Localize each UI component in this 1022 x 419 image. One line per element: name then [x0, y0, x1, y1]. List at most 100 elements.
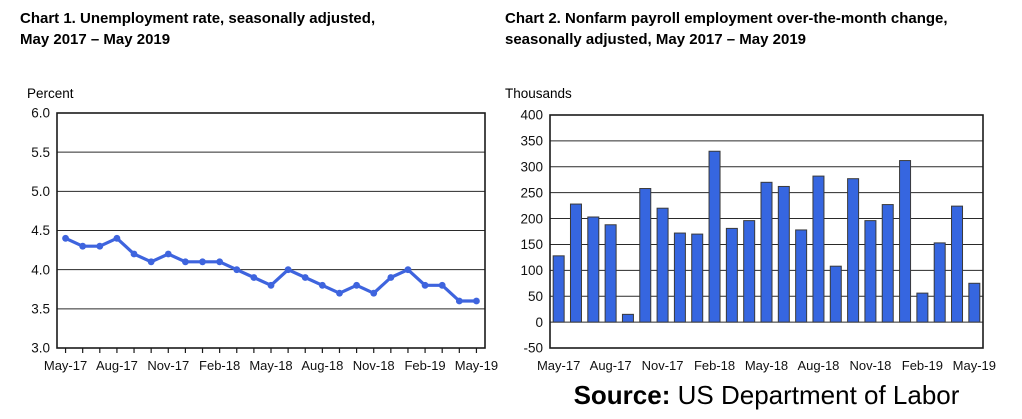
- chart2-title-line2: seasonally adjusted, May 2017 – May 2019: [505, 31, 807, 48]
- bar: [812, 175, 825, 323]
- x-tick-label: Aug-18: [797, 358, 839, 373]
- x-tick-label: May-17: [537, 358, 580, 373]
- bar: [933, 242, 946, 323]
- source-label: Source:: [573, 380, 671, 410]
- data-point: [113, 234, 121, 242]
- chart1-title-line2: May 2017 – May 2019: [20, 31, 171, 48]
- plot-border: [549, 114, 984, 349]
- bar: [656, 207, 669, 323]
- x-tick-label: Feb-18: [694, 358, 735, 373]
- bar: [604, 224, 617, 323]
- x-tick-label: Nov-18: [849, 358, 891, 373]
- y-tick-label: 100: [520, 263, 543, 278]
- y-tick-label: 400: [520, 108, 543, 123]
- y-tick-label: 4.5: [31, 223, 50, 238]
- x-tick-label: May-19: [455, 358, 498, 373]
- x-tick-label: Aug-17: [590, 358, 632, 373]
- data-point: [62, 234, 69, 242]
- y-tick-label: 3.0: [31, 341, 50, 356]
- x-tick-label: Nov-18: [353, 358, 395, 373]
- x-tick-label: Feb-18: [199, 358, 240, 373]
- data-point: [199, 258, 206, 266]
- data-point: [387, 274, 395, 281]
- y-tick-label: 4.0: [31, 262, 50, 277]
- y-tick-label: 50: [528, 289, 543, 304]
- data-point: [421, 281, 429, 289]
- bar: [847, 178, 860, 323]
- data-point: [473, 297, 480, 305]
- x-tick-label: May-17: [44, 358, 87, 373]
- bar: [587, 216, 600, 323]
- y-tick-label: 200: [520, 211, 543, 226]
- bar: [569, 203, 582, 323]
- y-tick-label: 5.5: [31, 145, 50, 160]
- data-point: [79, 242, 87, 250]
- bar: [552, 255, 565, 323]
- bar: [673, 232, 686, 323]
- data-point: [318, 281, 326, 289]
- data-point: [438, 281, 446, 289]
- data-point: [130, 250, 138, 258]
- data-point: [182, 258, 189, 266]
- x-tick-label: May-18: [249, 358, 292, 373]
- chart2-title-line1: Chart 2. Nonfarm payroll employment over…: [505, 10, 948, 27]
- x-tick-label: May-19: [953, 358, 996, 373]
- bar: [795, 229, 808, 323]
- y-tick-label: -50: [523, 341, 543, 356]
- chart2-bar-plot: 400 350 300 250 200 150 100 50 0 -50 May-17 Aug-17 N…: [520, 108, 996, 373]
- y-tick-label: 150: [520, 237, 543, 252]
- bar: [864, 220, 877, 323]
- bar: [968, 282, 981, 323]
- chart2-title: Chart 2. Nonfarm payroll employment over…: [505, 8, 1020, 50]
- bar: [725, 227, 738, 323]
- data-point: [404, 266, 412, 274]
- source-text: US Department of Labor: [677, 380, 960, 410]
- x-tick-label: Feb-19: [902, 358, 943, 373]
- chart1-title: Chart 1. Unemployment rate, seasonally a…: [20, 8, 495, 50]
- x-tick-label: Aug-17: [96, 358, 138, 373]
- data-point: [164, 250, 172, 258]
- bar: [691, 233, 704, 323]
- bar: [621, 313, 634, 323]
- y-tick-label: 0: [535, 315, 543, 330]
- data-point: [353, 281, 360, 289]
- bar: [743, 220, 756, 323]
- data-point: [233, 266, 241, 274]
- source-caption: Source: US Department of Labor: [511, 379, 1022, 411]
- bar: [881, 204, 894, 323]
- bar: [777, 185, 790, 323]
- x-tick-label: May-18: [745, 358, 788, 373]
- chart2-y-axis-unit: Thousands: [505, 86, 572, 101]
- y-tick-label: 5.0: [31, 184, 50, 199]
- bar: [829, 265, 842, 323]
- data-point: [301, 274, 309, 281]
- bar: [899, 160, 912, 323]
- x-tick-label: Nov-17: [642, 358, 684, 373]
- bar: [916, 292, 929, 323]
- data-point: [250, 274, 258, 281]
- y-tick-label: 300: [520, 160, 543, 175]
- data-point: [336, 289, 343, 297]
- data-point: [455, 297, 463, 305]
- data-point: [147, 258, 155, 266]
- y-tick-label: 6.0: [31, 106, 50, 121]
- bar: [639, 188, 652, 323]
- data-point: [370, 289, 378, 297]
- x-tick-label: Aug-18: [301, 358, 343, 373]
- chart1-line-plot: 6.0 5.5 5.0 4.5 4.0 3.5 3.0 May-17 Aug-17 Nov-17 F…: [31, 106, 498, 373]
- y-tick-label: 250: [520, 185, 543, 200]
- x-tick-label: Nov-17: [147, 358, 189, 373]
- data-point: [267, 281, 275, 289]
- chart1-y-axis-unit: Percent: [27, 86, 74, 101]
- chart1-title-line1: Chart 1. Unemployment rate, seasonally a…: [20, 10, 376, 27]
- y-tick-label: 3.5: [31, 302, 50, 317]
- data-point: [284, 266, 292, 274]
- bar: [708, 150, 721, 323]
- x-tick-label: Feb-19: [404, 358, 445, 373]
- bar: [760, 181, 773, 323]
- y-tick-label: 350: [520, 134, 543, 149]
- data-point: [96, 242, 104, 250]
- data-point: [216, 258, 224, 266]
- bar: [951, 205, 964, 323]
